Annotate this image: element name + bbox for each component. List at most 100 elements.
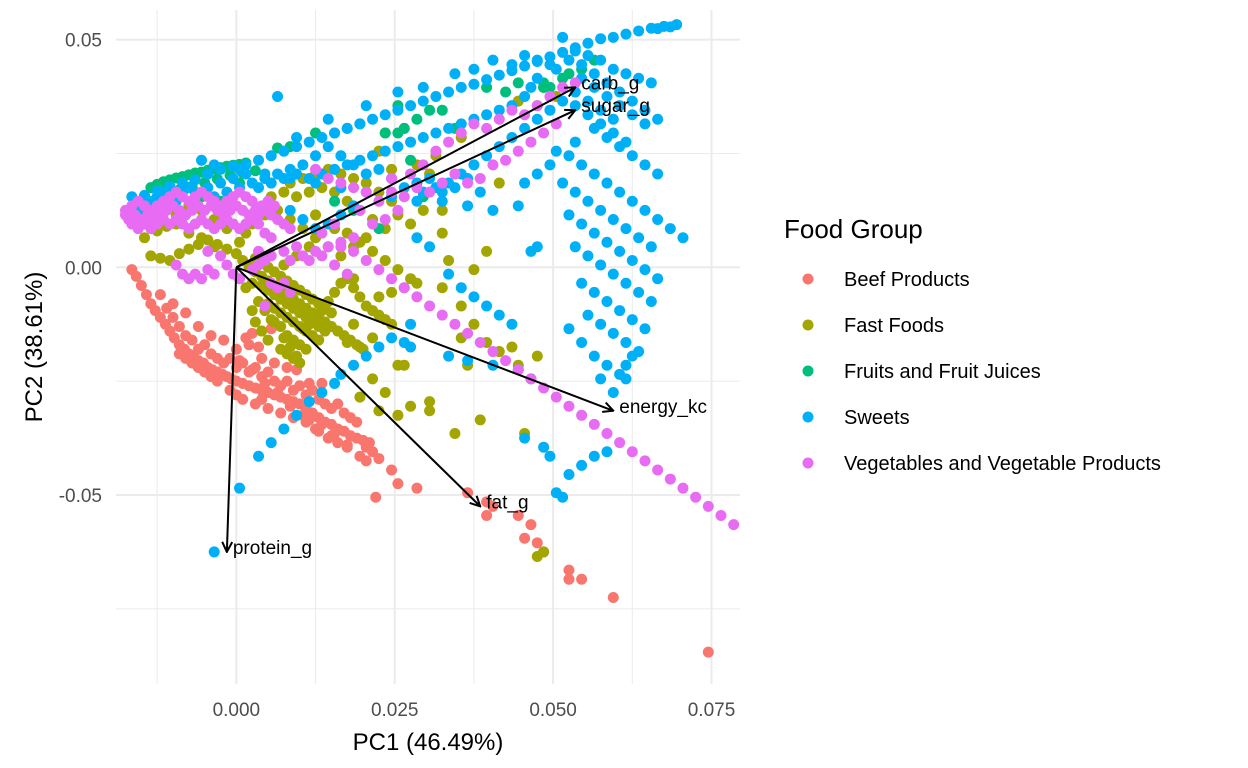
data-point bbox=[455, 282, 467, 294]
data-point bbox=[405, 341, 417, 353]
data-point bbox=[297, 159, 309, 171]
data-point bbox=[601, 91, 613, 103]
data-point bbox=[588, 168, 600, 180]
data-point bbox=[557, 31, 569, 43]
data-point bbox=[443, 86, 455, 98]
data-point bbox=[373, 163, 385, 175]
arrow-carb-g bbox=[235, 87, 575, 269]
data-point bbox=[335, 150, 347, 162]
data-point bbox=[544, 104, 556, 116]
data-point bbox=[595, 204, 607, 216]
data-point bbox=[259, 377, 271, 389]
data-point bbox=[474, 173, 486, 184]
data-point bbox=[360, 441, 372, 453]
data-point bbox=[436, 104, 448, 116]
data-point bbox=[519, 60, 531, 72]
data-point bbox=[614, 100, 626, 112]
data-point bbox=[614, 245, 626, 257]
data-point bbox=[487, 204, 499, 216]
data-point bbox=[449, 68, 461, 80]
data-point bbox=[335, 236, 347, 248]
data-point bbox=[519, 532, 531, 544]
data-point bbox=[398, 122, 410, 134]
data-point bbox=[234, 236, 246, 248]
data-point bbox=[348, 182, 360, 194]
data-point bbox=[145, 250, 157, 262]
data-point bbox=[367, 113, 379, 125]
data-point bbox=[367, 245, 379, 257]
data-point bbox=[481, 300, 493, 312]
data-point bbox=[620, 359, 632, 371]
data-point bbox=[284, 400, 296, 412]
data-point bbox=[265, 177, 277, 189]
data-point bbox=[367, 218, 379, 230]
data-point bbox=[449, 428, 461, 440]
data-point bbox=[234, 355, 246, 367]
data-point bbox=[550, 63, 562, 75]
data-point bbox=[664, 473, 676, 485]
data-point bbox=[196, 154, 208, 166]
data-point bbox=[392, 104, 404, 116]
data-point bbox=[652, 113, 664, 125]
data-point bbox=[405, 218, 417, 230]
data-point bbox=[614, 86, 626, 98]
data-point bbox=[417, 204, 429, 216]
data-point bbox=[329, 428, 341, 440]
data-point bbox=[329, 195, 341, 207]
data-point bbox=[601, 177, 613, 189]
data-point bbox=[329, 163, 341, 175]
data-point bbox=[240, 168, 252, 180]
data-point bbox=[582, 250, 594, 262]
data-point bbox=[468, 291, 480, 303]
data-point bbox=[360, 177, 372, 189]
data-point bbox=[316, 227, 328, 239]
arrow-protein-g bbox=[227, 267, 238, 552]
data-point bbox=[601, 446, 613, 458]
data-point bbox=[417, 95, 429, 107]
legend: Food Group Beef Products Fast Foods Fruits… bbox=[784, 214, 1161, 475]
data-point bbox=[487, 159, 499, 171]
data-point bbox=[230, 389, 242, 401]
data-point bbox=[199, 339, 211, 351]
data-point bbox=[284, 223, 296, 235]
data-point bbox=[265, 437, 277, 449]
data-point bbox=[424, 405, 436, 417]
data-point bbox=[569, 100, 581, 112]
data-point bbox=[386, 163, 398, 175]
data-point bbox=[506, 318, 518, 330]
data-point bbox=[563, 400, 575, 412]
data-point bbox=[297, 250, 309, 262]
data-point bbox=[424, 186, 436, 198]
data-point bbox=[319, 325, 331, 337]
data-point bbox=[531, 350, 543, 362]
data-point bbox=[512, 145, 524, 157]
data-point bbox=[272, 387, 284, 399]
data-point bbox=[367, 373, 379, 385]
data-point bbox=[310, 150, 322, 162]
data-point bbox=[360, 100, 372, 112]
data-point bbox=[284, 341, 296, 353]
data-point bbox=[576, 218, 588, 230]
data-point bbox=[576, 159, 588, 171]
data-point bbox=[322, 173, 334, 184]
data-point bbox=[481, 245, 493, 257]
arrow-label: fat_g bbox=[486, 492, 528, 513]
data-point bbox=[563, 209, 575, 221]
data-point bbox=[278, 173, 290, 184]
data-point bbox=[607, 113, 619, 125]
data-point bbox=[367, 150, 379, 162]
data-point bbox=[595, 318, 607, 330]
data-point bbox=[455, 300, 467, 312]
data-point bbox=[348, 282, 360, 294]
data-point bbox=[297, 213, 309, 225]
data-point bbox=[525, 136, 537, 148]
data-point bbox=[430, 145, 442, 157]
data-point bbox=[468, 63, 480, 75]
data-point bbox=[531, 550, 543, 562]
data-point bbox=[531, 113, 543, 125]
data-point bbox=[702, 646, 714, 658]
data-point bbox=[620, 28, 632, 40]
data-point bbox=[531, 168, 543, 180]
legend-key bbox=[802, 273, 814, 285]
data-point bbox=[474, 186, 486, 198]
